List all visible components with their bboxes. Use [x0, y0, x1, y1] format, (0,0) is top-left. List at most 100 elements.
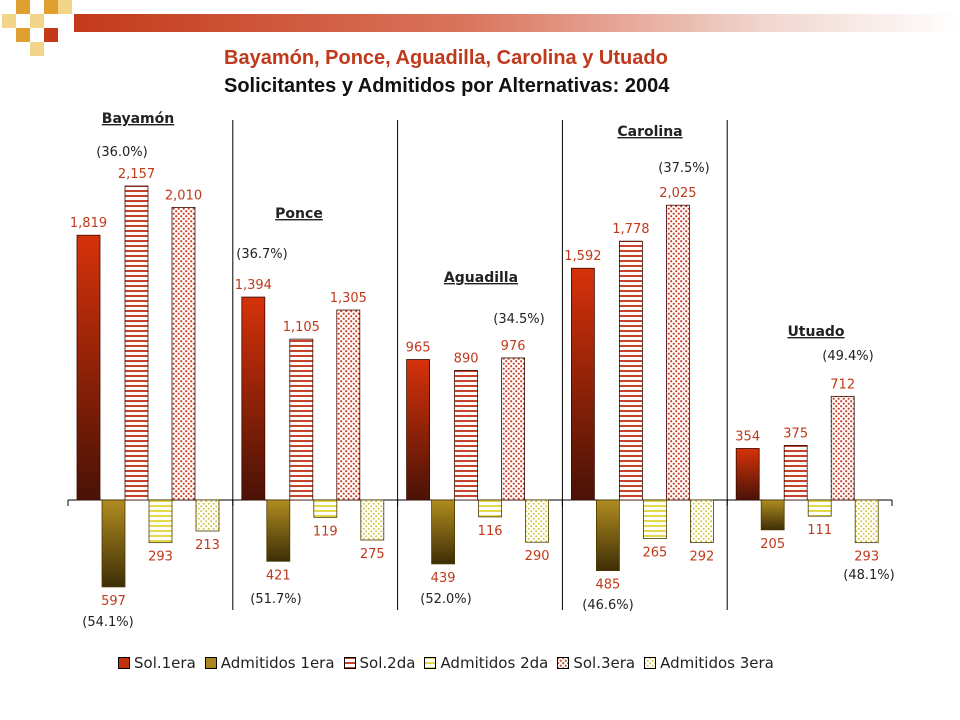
- bar-adm1: [431, 499, 456, 565]
- legend-label: Sol.2da: [359, 654, 416, 672]
- value-label-sol3: 2,010: [165, 188, 202, 203]
- legend-swatch: [644, 657, 657, 669]
- value-label-adm1: 205: [760, 537, 785, 552]
- bar-adm3: [360, 499, 385, 541]
- value-label-sol2: 2,157: [118, 167, 155, 182]
- value-label-adm1: 597: [101, 594, 126, 609]
- deco-square: [44, 0, 58, 14]
- bar-sol1: [735, 448, 760, 501]
- bar-adm3: [690, 499, 714, 543]
- pct-adm-label: (52.0%): [420, 592, 471, 607]
- deco-square: [58, 0, 72, 14]
- value-label-sol3: 976: [501, 339, 526, 354]
- value-label-adm2: 119: [313, 524, 338, 539]
- legend-item-adm1: Admitidos 1era: [204, 654, 335, 672]
- bar-adm2: [313, 499, 338, 518]
- group-name-label: Bayamón: [102, 111, 174, 127]
- deco-square: [30, 42, 44, 56]
- legend-swatch: [343, 657, 356, 669]
- legend-swatch: [118, 657, 130, 669]
- pct-sol-label: (49.4%): [822, 349, 873, 364]
- value-label-sol3: 712: [830, 377, 855, 392]
- legend-label: Sol.1era: [134, 654, 196, 672]
- pct-sol-label: (36.0%): [96, 145, 147, 160]
- value-label-sol3: 1,305: [330, 291, 367, 306]
- legend-swatch: [557, 657, 570, 669]
- value-label-sol3: 2,025: [659, 186, 696, 201]
- value-label-sol2: 1,778: [612, 222, 649, 237]
- pct-sol-label: (34.5%): [493, 312, 544, 327]
- bar-adm3: [525, 499, 549, 543]
- legend-swatch: [204, 657, 217, 669]
- pct-adm-label: (51.7%): [250, 592, 301, 607]
- bar-sol1: [406, 359, 431, 501]
- value-label-sol1: 1,394: [235, 278, 272, 293]
- value-label-adm1: 439: [431, 571, 456, 586]
- corner-decoration: [2, 0, 72, 56]
- bar-sol3: [171, 206, 196, 501]
- pct-sol-label: (37.5%): [658, 161, 709, 176]
- pct-adm-label: (46.6%): [582, 598, 633, 613]
- group-name-label: Carolina: [617, 124, 682, 140]
- value-label-adm3: 275: [360, 547, 385, 562]
- deco-square: [30, 14, 44, 28]
- bar-sol3: [830, 395, 855, 501]
- pct-adm-label: (48.1%): [843, 568, 894, 583]
- value-label-sol1: 965: [406, 341, 431, 356]
- value-label-sol2: 1,105: [283, 320, 320, 335]
- value-label-adm2: 111: [807, 523, 832, 538]
- deco-square: [2, 14, 16, 28]
- value-label-adm3: 213: [195, 538, 220, 553]
- legend-label: Admitidos 3era: [660, 654, 774, 672]
- legend-item-adm3: Admitidos 3era: [644, 654, 774, 672]
- bar-sol3: [336, 309, 361, 501]
- value-label-sol1: 354: [735, 429, 760, 444]
- chart-subtitle: Solicitantes y Admitidos por Alternativa…: [224, 75, 670, 97]
- legend-item-sol3: Sol.3era: [557, 654, 635, 672]
- bar-sol2: [289, 338, 314, 501]
- bar-chart: 1,819 2,157 2,010 597 293 213 Bayamón (36.0%) (5…: [67, 111, 895, 630]
- value-label-adm3: 292: [689, 550, 714, 565]
- legend-item-sol1: Sol.1era: [118, 654, 196, 672]
- header-gradient-bar: [74, 14, 960, 32]
- legend-item-sol2: Sol.2da: [343, 654, 416, 672]
- bar-adm2: [643, 499, 667, 539]
- deco-square: [16, 0, 30, 14]
- value-label-sol1: 1,592: [564, 249, 601, 264]
- pct-adm-label: (54.1%): [82, 615, 133, 630]
- bar-sol3: [666, 204, 690, 501]
- bar-sol1: [241, 296, 266, 501]
- group-name-label: Aguadilla: [444, 270, 518, 286]
- bar-adm1: [596, 499, 620, 572]
- value-label-sol2: 890: [454, 351, 479, 366]
- value-label-adm1: 421: [266, 568, 291, 583]
- value-label-adm2: 116: [478, 524, 503, 539]
- legend: Sol.1era Admitidos 1era Sol.2da Admitido…: [118, 654, 783, 672]
- value-label-adm3: 290: [525, 549, 550, 564]
- bar-adm1: [760, 499, 785, 531]
- bar-adm3: [854, 499, 879, 544]
- legend-label: Admitidos 1era: [220, 654, 335, 672]
- value-label-adm1: 485: [595, 578, 620, 593]
- bar-sol2: [454, 370, 479, 501]
- bar-adm1: [101, 499, 126, 588]
- bar-adm2: [478, 499, 503, 518]
- bar-adm1: [266, 499, 291, 562]
- value-label-adm3: 293: [854, 550, 879, 565]
- value-label-adm2: 293: [148, 550, 173, 565]
- value-label-adm2: 265: [642, 546, 667, 561]
- legend-swatch: [424, 657, 437, 669]
- legend-item-adm2: Admitidos 2da: [424, 654, 548, 672]
- bar-adm3: [195, 499, 220, 532]
- bar-sol2: [619, 240, 643, 501]
- legend-label: Sol.3era: [573, 654, 636, 672]
- bar-sol2: [783, 445, 808, 501]
- group-name-label: Utuado: [787, 324, 844, 340]
- deco-square: [16, 28, 30, 42]
- chart-title: Bayamón, Ponce, Aguadilla, Carolina y Ut…: [224, 47, 668, 69]
- bar-sol1: [571, 267, 595, 501]
- value-label-sol1: 1,819: [70, 216, 107, 231]
- bar-adm2: [148, 499, 173, 544]
- bar-sol2: [124, 185, 149, 501]
- bar-adm2: [807, 499, 832, 517]
